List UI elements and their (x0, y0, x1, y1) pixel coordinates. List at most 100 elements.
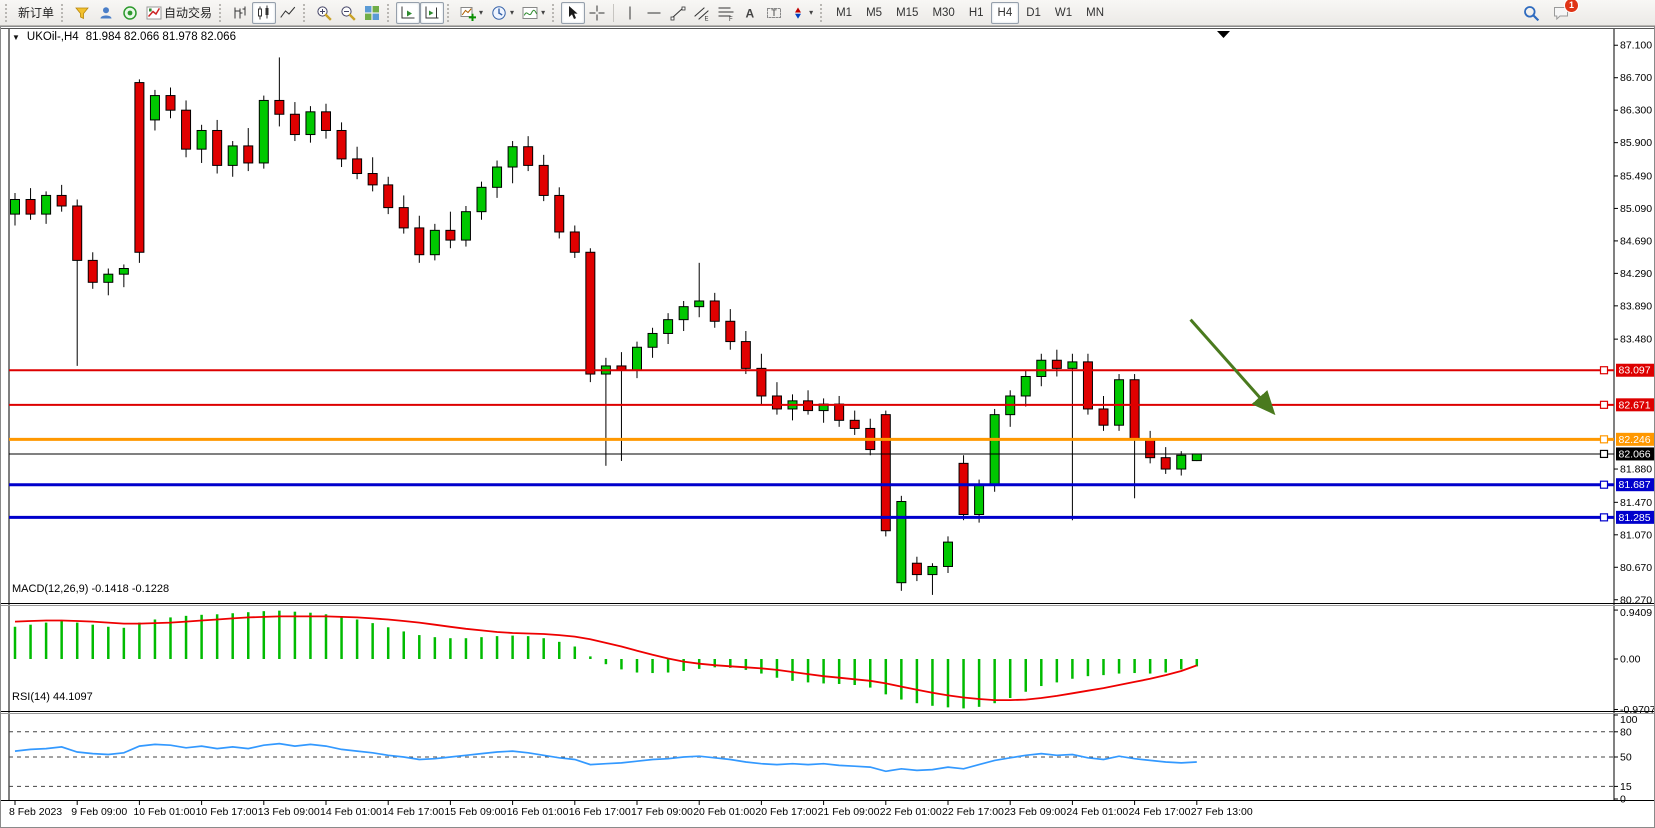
signals-button[interactable] (118, 2, 142, 24)
candles (10, 57, 1202, 595)
new-order-label: 新订单 (18, 6, 55, 20)
svg-text:21 Feb 09:00: 21 Feb 09:00 (818, 806, 880, 818)
collapse-triangle-icon[interactable]: ▼ (12, 32, 20, 42)
svg-text:83.480: 83.480 (1620, 334, 1652, 346)
chart-canvas[interactable]: 87.100 86.700 86.300 85.900 85.490 85.090 84.6… (1, 27, 1654, 827)
profile-button[interactable] (94, 2, 118, 24)
toolbar-separator (613, 3, 615, 22)
svg-text:80.670: 80.670 (1620, 562, 1652, 574)
svg-text:13 Feb 09:00: 13 Feb 09:00 (258, 806, 320, 818)
svg-text:20 Feb 17:00: 20 Feb 17:00 (755, 806, 817, 818)
mql-community-button[interactable] (70, 2, 94, 24)
svg-text:14 Feb 01:00: 14 Feb 01:00 (320, 806, 382, 818)
toolbar-grip (61, 3, 66, 22)
toolbar-grip (5, 3, 10, 22)
horizontal-line-objects[interactable]: 83.097 82.671 82.246 82.066 81.687 81.285 (9, 363, 1654, 524)
arrow-annotation[interactable] (1189, 318, 1276, 416)
toolbar-grip (303, 3, 308, 22)
macd-indicator-label: MACD(12,26,9) -0.1418 -0.1228 (12, 583, 170, 595)
chart-symbol-period: UKOil-,H4 (26, 31, 79, 43)
new-order-button[interactable]: 新订单 (14, 2, 58, 24)
svg-text:-0.9707: -0.9707 (1620, 704, 1654, 716)
svg-text:81.470: 81.470 (1620, 497, 1652, 509)
tile-windows-button[interactable] (360, 2, 384, 24)
trendline-tool-button[interactable] (666, 2, 690, 24)
clock-icon (492, 5, 506, 20)
svg-text:84.690: 84.690 (1620, 235, 1652, 247)
auto-trading-label: 自动交易 (164, 6, 213, 20)
arrows-tool-button[interactable]: ▾ (786, 2, 817, 24)
candlestick-chart-button[interactable] (252, 1, 277, 24)
svg-text:50: 50 (1620, 752, 1632, 764)
chart-shift-button[interactable] (420, 1, 445, 24)
toolbar-grip (820, 3, 825, 22)
svg-text:A: A (746, 6, 755, 20)
timeframe-D1[interactable]: D1 (1019, 2, 1048, 24)
zoom-out-button[interactable] (336, 2, 360, 24)
dropdown-caret-icon: ▾ (510, 8, 515, 17)
search-button[interactable] (1519, 2, 1543, 24)
macd-pane: 0.9409 0.00 -0.9707 (13, 607, 1654, 716)
cursor-tool-button[interactable] (561, 1, 586, 24)
toolbar-grip (552, 3, 557, 22)
zoom-out-icon (341, 5, 356, 21)
svg-text:81.880: 81.880 (1620, 464, 1652, 476)
label-icon: T (767, 7, 782, 18)
vertical-line-tool-button[interactable] (618, 2, 642, 24)
equidistant-channel-tool-button[interactable]: E (690, 2, 714, 24)
timeframe-M1[interactable]: M1 (829, 2, 859, 24)
svg-text:20 Feb 01:00: 20 Feb 01:00 (693, 806, 755, 818)
notification-badge[interactable]: 1 (1564, 0, 1579, 13)
svg-text:80: 80 (1620, 726, 1632, 738)
svg-text:15: 15 (1620, 781, 1632, 793)
timeframe-M5[interactable]: M5 (859, 2, 889, 24)
toolbar-grip (447, 3, 452, 22)
price-axis: 87.100 86.700 86.300 85.900 85.490 85.090 84.6… (1614, 40, 1652, 606)
fibonacci-tool-button[interactable]: F (714, 2, 738, 24)
bar-chart-button[interactable] (228, 2, 252, 24)
timeframe-H4[interactable]: H4 (990, 1, 1020, 24)
toolbar-grip (219, 3, 224, 22)
svg-text:81.687: 81.687 (1619, 479, 1651, 491)
svg-text:T: T (771, 8, 777, 18)
zoom-in-button[interactable] (312, 2, 336, 24)
svg-text:17 Feb 09:00: 17 Feb 09:00 (631, 806, 693, 818)
line-chart-button[interactable] (276, 2, 300, 24)
signal-icon (123, 5, 137, 20)
indicators-button[interactable]: ▾ (456, 2, 487, 24)
crosshair-tool-button[interactable] (585, 2, 609, 24)
svg-text:23 Feb 09:00: 23 Feb 09:00 (1004, 806, 1066, 818)
periods-button[interactable]: ▾ (487, 2, 518, 24)
label-tool-button[interactable]: T (762, 2, 786, 24)
horizontal-line-tool-button[interactable] (642, 2, 666, 24)
chart-shift-marker[interactable] (1217, 31, 1230, 38)
timeframe-M30[interactable]: M30 (925, 2, 961, 24)
chart-frame (1, 28, 1654, 801)
timeframe-M15[interactable]: M15 (889, 2, 925, 24)
timeframe-W1[interactable]: W1 (1048, 2, 1079, 24)
templates-button[interactable]: ▾ (518, 2, 549, 24)
svg-text:83.890: 83.890 (1620, 300, 1652, 312)
svg-text:81.070: 81.070 (1620, 529, 1652, 541)
timeframe-H1[interactable]: H1 (962, 2, 991, 24)
candlestick-icon (258, 5, 269, 19)
svg-text:82.671: 82.671 (1619, 399, 1651, 411)
svg-text:10 Feb 01:00: 10 Feb 01:00 (133, 806, 195, 818)
fibonacci-icon: F (718, 7, 734, 21)
auto-scroll-icon (401, 6, 415, 18)
svg-text:9 Feb 09:00: 9 Feb 09:00 (71, 806, 127, 818)
text-icon: A (746, 6, 755, 20)
auto-scroll-button[interactable] (396, 1, 421, 24)
svg-text:24 Feb 01:00: 24 Feb 01:00 (1066, 806, 1128, 818)
svg-text:0: 0 (1620, 794, 1626, 806)
svg-text:82.066: 82.066 (1619, 448, 1651, 460)
equidistant-channel-icon: E (694, 6, 709, 21)
svg-text:86.700: 86.700 (1620, 72, 1652, 84)
horizontal-line-icon (647, 12, 661, 13)
toolbar: 新订单 自动交易 ▾ ▾ (0, 0, 1655, 26)
text-tool-button[interactable]: A (738, 2, 762, 24)
auto-trading-button[interactable]: 自动交易 (142, 2, 216, 24)
line-chart-icon (280, 6, 296, 18)
timeframe-MN[interactable]: MN (1079, 2, 1111, 24)
svg-text:8 Feb 2023: 8 Feb 2023 (9, 806, 62, 818)
